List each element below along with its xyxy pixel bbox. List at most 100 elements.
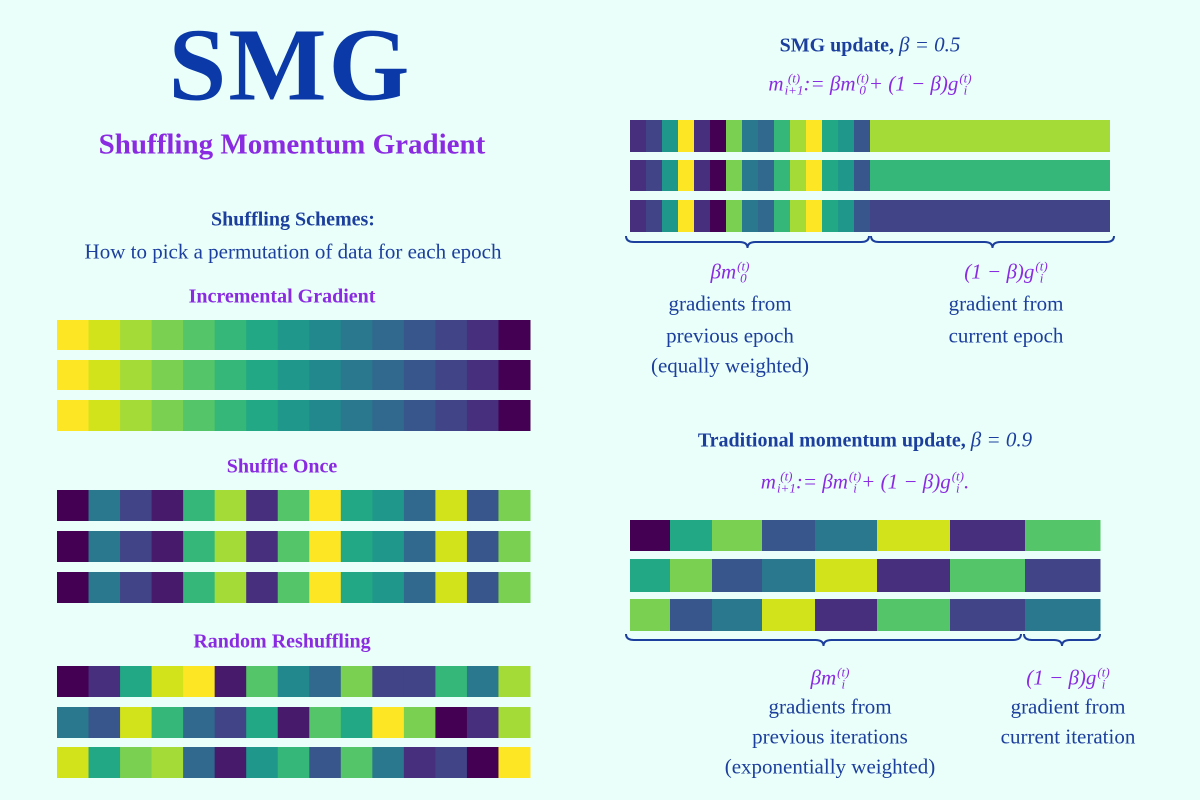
strip-cell: [151, 400, 184, 431]
formula-term: m (t) i+1: [761, 468, 796, 495]
formula-scripts: (t) i+1: [776, 468, 796, 495]
strip-cell: [340, 572, 373, 603]
strip-cell: [246, 360, 279, 390]
strip-cell: [466, 400, 499, 431]
strip-cell: [466, 666, 499, 697]
strip-cell: [309, 707, 342, 738]
formula-sup: (t): [951, 468, 964, 483]
strip-cell: [57, 531, 90, 562]
strip-cell: [646, 160, 663, 191]
heading-text: Traditional momentum update,: [697, 429, 966, 452]
strip-cell: [877, 559, 951, 592]
strip-cell: [815, 559, 878, 592]
strip-cell: [630, 200, 647, 232]
beta: β = 0.5: [899, 32, 961, 57]
strip-cell: [712, 599, 763, 631]
formula-base: + (1 − β)g: [868, 71, 959, 96]
scheme-title: Random Reshuffling: [193, 630, 371, 653]
formula-term: βm (t) i: [811, 665, 850, 691]
strip-cell: [435, 572, 468, 603]
formula-sup: (t): [959, 70, 972, 85]
strip-cell: [120, 747, 153, 778]
strip-cell: [277, 320, 310, 350]
strip-cell: [309, 531, 342, 562]
strip-cell: [246, 666, 279, 697]
strip-cell: [372, 531, 405, 562]
strip-cell: [710, 160, 727, 191]
formula-term: m (t) i+1: [768, 71, 803, 97]
formula-sup: (t): [780, 468, 793, 483]
strip-cell: [435, 666, 468, 697]
strip-cell: [742, 120, 759, 152]
strip-cell: [877, 520, 951, 551]
formula-term: (1 − β)g (t) i: [964, 259, 1047, 285]
strip-cell: [151, 490, 184, 521]
strip-cell: [822, 160, 839, 191]
strip-cell: [151, 707, 184, 738]
strip-cell: [151, 531, 184, 562]
strip-cell: [246, 531, 279, 562]
strip-cell: [340, 707, 373, 738]
strip-cell: [88, 747, 121, 778]
strip-cell: [815, 599, 878, 631]
formula-scripts: (t) i: [1097, 665, 1109, 690]
strip-cell: [435, 747, 468, 778]
strip-cell: [498, 360, 531, 390]
strip-cell: [498, 400, 531, 431]
strip-cell: [246, 490, 279, 521]
strip-cell: [214, 666, 247, 697]
strip-cell: [403, 707, 436, 738]
strip-cell: [246, 320, 279, 350]
formula-scripts: (t) i: [849, 469, 861, 494]
formula-scripts: (t) 0: [856, 70, 869, 96]
strip-cell: [790, 120, 807, 152]
formula-term: βm (t) 0: [711, 259, 750, 285]
strip-cell: [88, 531, 121, 562]
strip-cell: [712, 520, 763, 551]
strip-cell: [246, 707, 279, 738]
strip-cell: [309, 747, 342, 778]
formula-sub: i: [841, 676, 846, 691]
formula-sup: (t): [856, 70, 869, 85]
strip-cell: [246, 572, 279, 603]
strip-cell: [57, 707, 90, 738]
strip-cell: [151, 360, 184, 390]
strip-cell: [88, 360, 121, 390]
strip-cell: [726, 160, 743, 191]
formula-sub: i+1: [776, 480, 796, 495]
strip-cell: [214, 572, 247, 603]
strip-cell: [372, 572, 405, 603]
strip-block: [870, 200, 1110, 232]
strip-cell: [214, 707, 247, 738]
formula-scripts: (t) 0: [737, 259, 749, 284]
label-line: (equally weighted): [650, 353, 810, 378]
strip-cell: [403, 531, 436, 562]
formula: (1 − β)g (t) i: [964, 259, 1047, 285]
strip-cell: [466, 320, 499, 350]
strip-cell: [372, 707, 405, 738]
strip-cell: [277, 400, 310, 431]
strip-cell: [309, 400, 342, 431]
strip-cell: [774, 200, 791, 232]
strip-cell: [372, 666, 405, 697]
label-line: gradients from: [668, 291, 792, 316]
strip-cell: [372, 747, 405, 778]
strip-cell: [277, 666, 310, 697]
strip-cell: [151, 572, 184, 603]
strip-cell: [151, 747, 184, 778]
label-line: previous iterations: [752, 724, 908, 749]
strip-cell: [88, 320, 121, 350]
strip-cell: [120, 666, 153, 697]
strip-cell: [120, 707, 153, 738]
strip-cell: [214, 320, 247, 350]
strip-cell: [340, 320, 373, 350]
strip-cell: [403, 490, 436, 521]
strip-cell: [662, 120, 679, 152]
strip-cell: [277, 531, 310, 562]
strip-cell: [854, 200, 871, 232]
strip-cell: [309, 572, 342, 603]
strip-cell: [498, 320, 531, 350]
strip-cell: [183, 747, 216, 778]
strip-cell: [762, 520, 816, 551]
